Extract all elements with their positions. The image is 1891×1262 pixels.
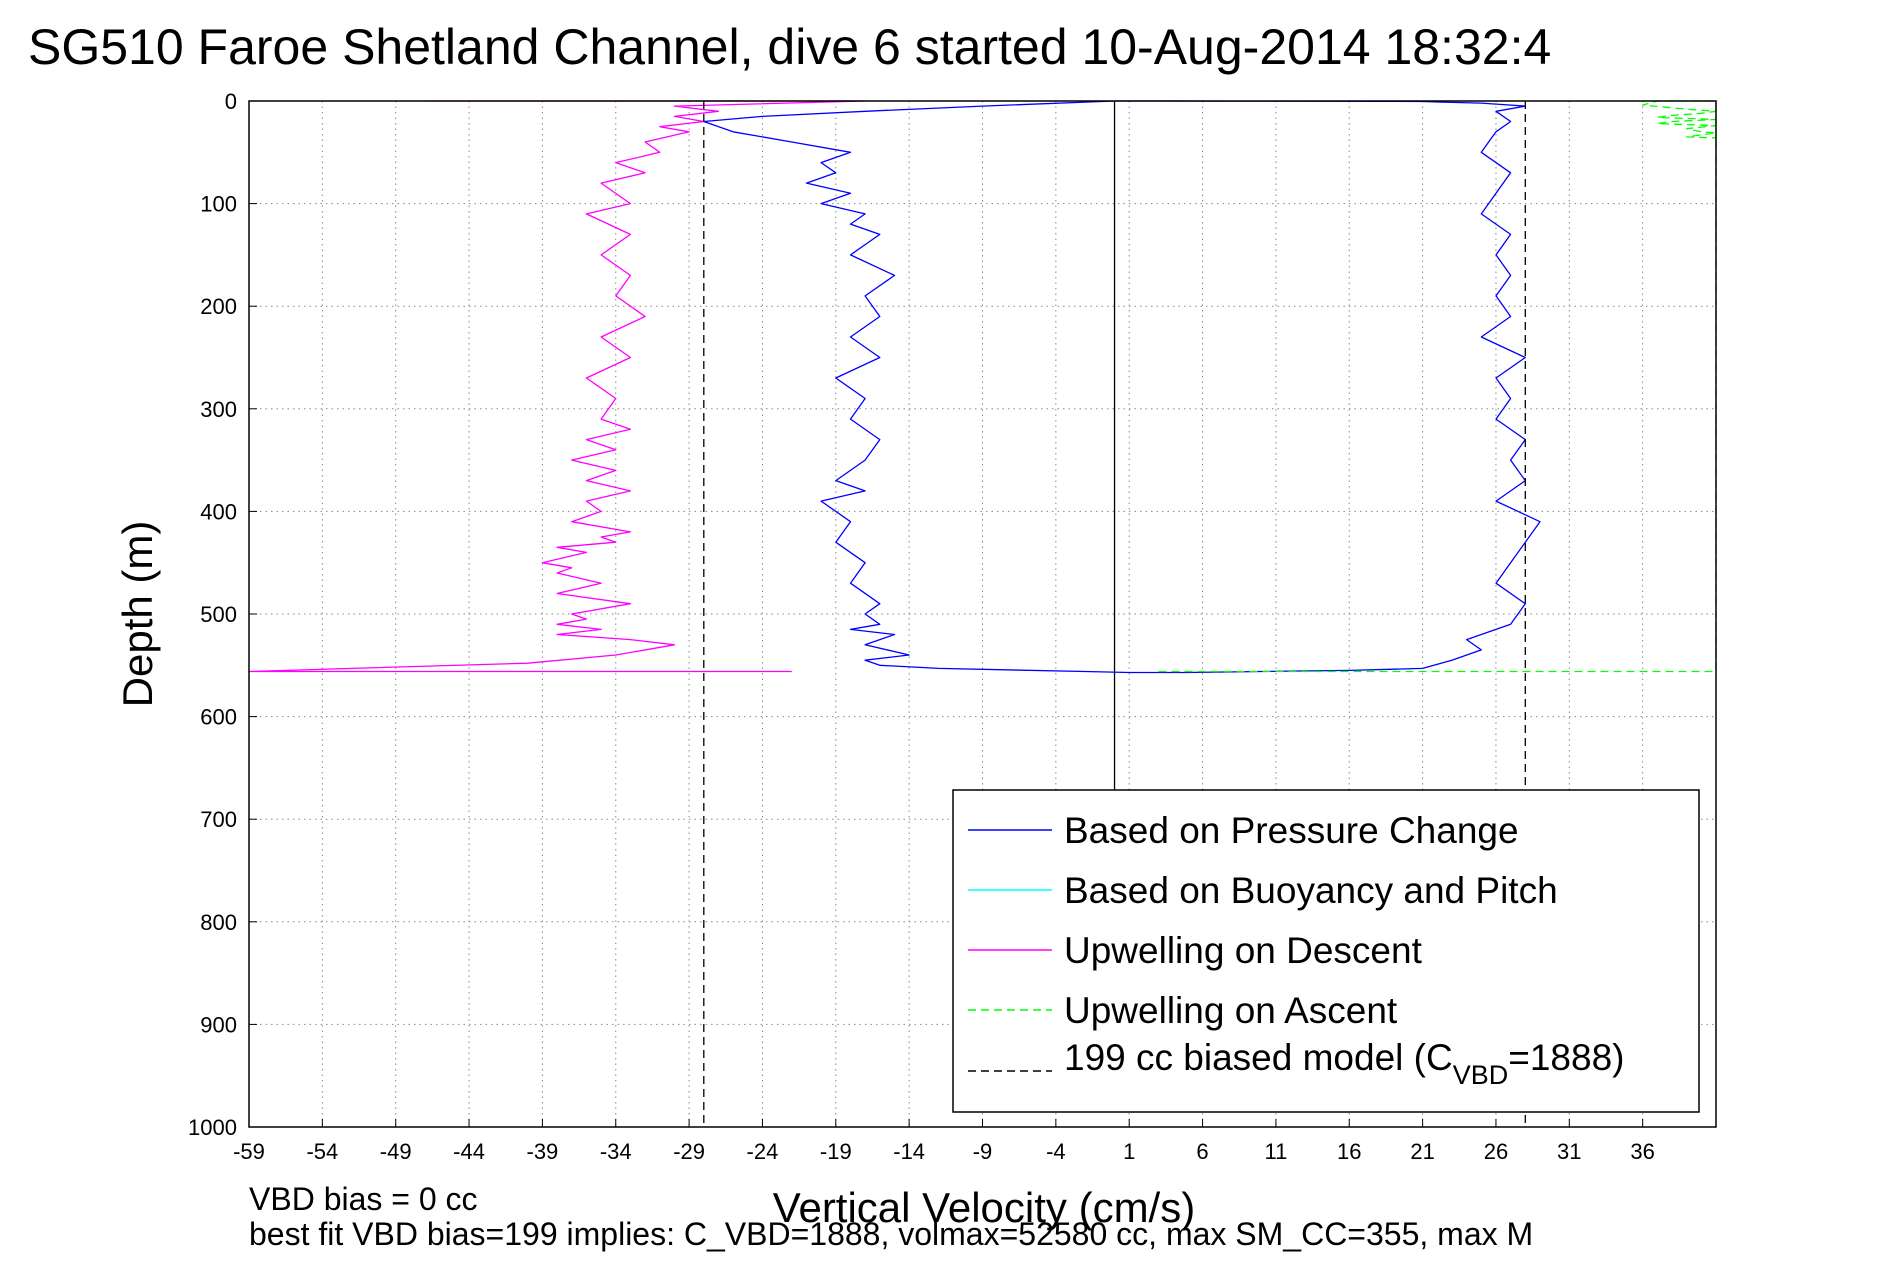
- y-tick-label: 400: [200, 499, 237, 524]
- y-tick-label: 0: [225, 89, 237, 114]
- legend-label-model-sub: VBD: [1453, 1060, 1509, 1090]
- series-upwelling-ascent: [1158, 100, 1717, 673]
- x-tick-label: -54: [306, 1139, 338, 1164]
- y-tick-label: 600: [200, 705, 237, 730]
- x-tick-label: -49: [380, 1139, 412, 1164]
- x-axis-label: Vertical Velocity (cm/s): [773, 1184, 1195, 1231]
- y-tick-label: 1000: [188, 1115, 237, 1140]
- y-axis-label: Depth (m): [114, 521, 161, 708]
- legend-label-model-main: 199 cc biased model (C: [1064, 1037, 1453, 1078]
- legend: Based on Pressure Change Based on Buoyan…: [952, 789, 1700, 1113]
- series-pressure-change: [703, 100, 1541, 674]
- legend-box: [952, 789, 1700, 1113]
- x-tick-label: -19: [820, 1139, 852, 1164]
- legend-label-buoyancy: Based on Buoyancy and Pitch: [1064, 870, 1558, 911]
- x-tick-label: -39: [527, 1139, 559, 1164]
- footnote-vbd-bias: VBD bias = 0 cc: [249, 1181, 478, 1217]
- x-tick-labels: -59 -54 -49 -44 -39 -34 -29 -24 -19 -14 -9 -4 1 6 11 16…: [233, 1139, 1655, 1164]
- x-tick-label: -24: [747, 1139, 779, 1164]
- chart-title: SG510 Faroe Shetland Channel, dive 6 sta…: [28, 19, 1551, 75]
- series-biased-model: [703, 101, 1526, 1127]
- legend-label-descent: Upwelling on Descent: [1064, 930, 1423, 971]
- x-tick-label: -9: [973, 1139, 993, 1164]
- footnote-best-fit: best fit VBD bias=199 implies: C_VBD=188…: [249, 1216, 1533, 1252]
- y-tick-labels: 0 100 200 300 400 500 600 700 800 900 1000: [188, 89, 237, 1140]
- legend-label-model: 199 cc biased model (CVBD=1888): [1064, 1037, 1624, 1090]
- x-tick-label: -59: [233, 1139, 265, 1164]
- x-tick-label: 16: [1337, 1139, 1361, 1164]
- x-tick-label: 26: [1484, 1139, 1508, 1164]
- legend-label-ascent: Upwelling on Ascent: [1064, 990, 1398, 1031]
- y-tick-label: 500: [200, 602, 237, 627]
- legend-label-model-tail: =1888): [1508, 1037, 1624, 1078]
- plot-area: [248, 100, 1717, 1128]
- x-tick-label: 21: [1410, 1139, 1434, 1164]
- y-tick-label: 900: [200, 1012, 237, 1037]
- x-tick-label: 11: [1264, 1139, 1287, 1164]
- x-tick-label: -29: [673, 1139, 705, 1164]
- series-lines: [248, 100, 1717, 1127]
- series-upwelling-descent: [248, 100, 866, 673]
- legend-label-pressure: Based on Pressure Change: [1064, 810, 1519, 851]
- y-tick-label: 100: [200, 192, 237, 217]
- y-tick-label: 300: [200, 397, 237, 422]
- y-tick-label: 800: [200, 910, 237, 935]
- x-tick-label: 36: [1630, 1139, 1654, 1164]
- x-tick-label: -34: [600, 1139, 632, 1164]
- x-tick-label: -44: [453, 1139, 485, 1164]
- y-tick-label: 700: [200, 807, 237, 832]
- x-tick-label: 1: [1123, 1139, 1135, 1164]
- x-tick-label: -4: [1046, 1139, 1066, 1164]
- x-tick-label: -14: [893, 1139, 925, 1164]
- x-tick-label: 31: [1557, 1139, 1581, 1164]
- y-tick-label: 200: [200, 294, 237, 319]
- x-tick-label: 6: [1196, 1139, 1208, 1164]
